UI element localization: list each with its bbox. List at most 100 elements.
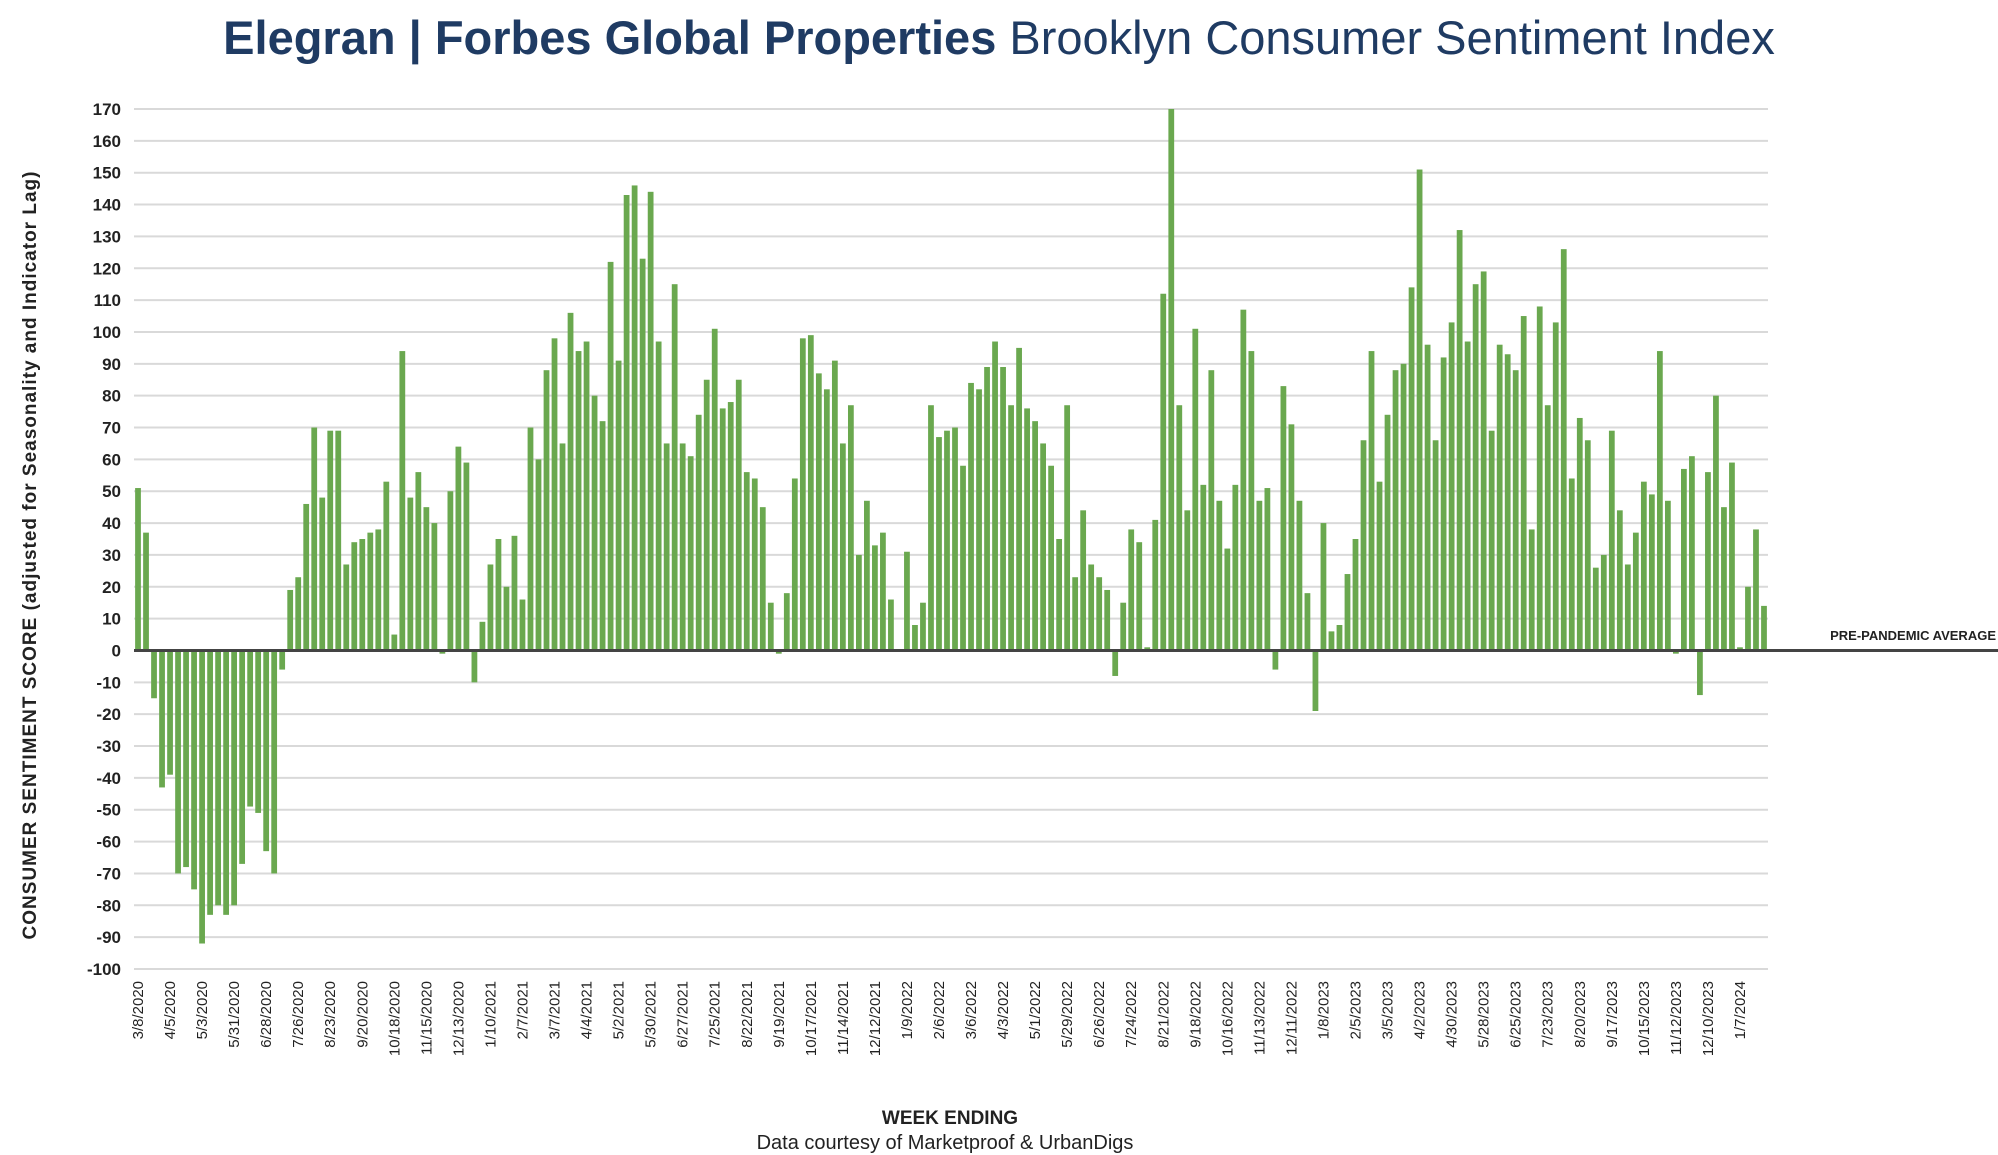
x-tick-label: 1/9/2022 (899, 981, 916, 1039)
x-tick-label: 6/27/2021 (675, 981, 692, 1048)
bar (319, 497, 326, 651)
y-tick-label: -100 (87, 960, 121, 979)
bar (1697, 650, 1703, 696)
bar (383, 481, 390, 651)
bar (1160, 293, 1167, 651)
bar (1440, 357, 1447, 651)
bar (1000, 367, 1006, 651)
bar (920, 602, 926, 651)
bar (888, 599, 894, 651)
bar (207, 650, 213, 915)
bar (391, 634, 398, 651)
y-tick-label: 80 (102, 387, 121, 406)
x-tick-label: 1/10/2021 (482, 981, 499, 1048)
x-tick-label: 10/18/2020 (386, 981, 403, 1056)
bar (495, 539, 502, 651)
y-tick-label: 70 (102, 419, 121, 438)
bar (135, 488, 141, 651)
bar (1096, 577, 1103, 651)
x-tick-label: 4/4/2021 (579, 981, 596, 1039)
bar (679, 443, 686, 651)
bar (183, 650, 189, 868)
bar (335, 430, 342, 651)
x-tick-label: 4/30/2023 (1444, 981, 1461, 1048)
bar (279, 650, 286, 670)
bar (343, 564, 350, 651)
bar (1088, 564, 1095, 651)
bar (944, 430, 950, 651)
bar (1272, 650, 1279, 670)
x-tick-label: 10/16/2022 (1219, 981, 1236, 1056)
bar (1064, 405, 1071, 651)
bar (727, 402, 734, 651)
bar (1320, 523, 1327, 651)
bar (687, 456, 694, 651)
bar (695, 414, 702, 651)
bar (1729, 462, 1735, 651)
bar (1648, 494, 1655, 651)
bar (880, 532, 886, 651)
bar (223, 650, 229, 915)
bar (1176, 405, 1183, 651)
bar (543, 370, 550, 651)
bar (351, 542, 358, 651)
bar (775, 650, 782, 654)
y-tick-label: -40 (96, 769, 121, 788)
y-tick-label: -70 (96, 864, 121, 883)
y-tick-label: -80 (96, 896, 121, 915)
x-tick-label: 9/17/2023 (1604, 981, 1621, 1048)
y-tick-label: -10 (96, 673, 121, 692)
chart-title-rest: Brooklyn Consumer Sentiment Index (1009, 11, 1775, 64)
bar (1040, 443, 1046, 651)
bar (263, 650, 270, 852)
bar (1128, 529, 1135, 651)
x-tick-label: 1/8/2023 (1315, 981, 1332, 1039)
x-tick-label: 9/20/2020 (354, 981, 371, 1048)
x-tick-label: 5/3/2020 (194, 981, 211, 1039)
bar (1408, 287, 1415, 651)
bar (1640, 481, 1647, 651)
bar (1761, 605, 1767, 651)
bar (1745, 586, 1751, 651)
bar (215, 650, 221, 906)
x-tick-label: 12/13/2020 (450, 981, 467, 1056)
bar (1008, 405, 1014, 651)
bar (191, 650, 197, 890)
y-tick-label: 100 (93, 323, 121, 342)
x-tick-label: 3/6/2022 (963, 981, 980, 1039)
x-tick-label: 8/21/2022 (1155, 981, 1172, 1048)
bar (1416, 169, 1423, 651)
bar (1560, 249, 1567, 651)
x-tick-label: 10/15/2023 (1636, 981, 1653, 1056)
bar (815, 373, 822, 651)
bar (1721, 507, 1727, 651)
bar (1184, 510, 1191, 651)
bar (1664, 500, 1671, 651)
bar (711, 328, 718, 651)
y-tick-label: 130 (93, 227, 121, 246)
bar (1400, 363, 1407, 651)
bar (447, 491, 454, 651)
bar (976, 389, 982, 651)
bar (311, 427, 318, 651)
bar (1280, 386, 1287, 651)
bar (831, 360, 838, 651)
bar (535, 459, 542, 651)
bar (1552, 322, 1559, 651)
x-tick-label: 12/12/2021 (867, 981, 884, 1056)
bar (151, 650, 157, 699)
bar (551, 338, 558, 651)
bar (239, 650, 246, 864)
x-tick-label: 10/17/2021 (803, 981, 820, 1056)
bar (864, 500, 870, 651)
bar (1656, 351, 1663, 651)
bar (591, 395, 598, 651)
x-tick-label: 4/5/2020 (162, 981, 179, 1039)
bar (1488, 430, 1495, 651)
x-tick-label: 5/31/2020 (226, 981, 243, 1048)
bar (407, 497, 414, 651)
bar (247, 650, 254, 807)
bar (783, 593, 790, 651)
bar (1336, 625, 1343, 651)
